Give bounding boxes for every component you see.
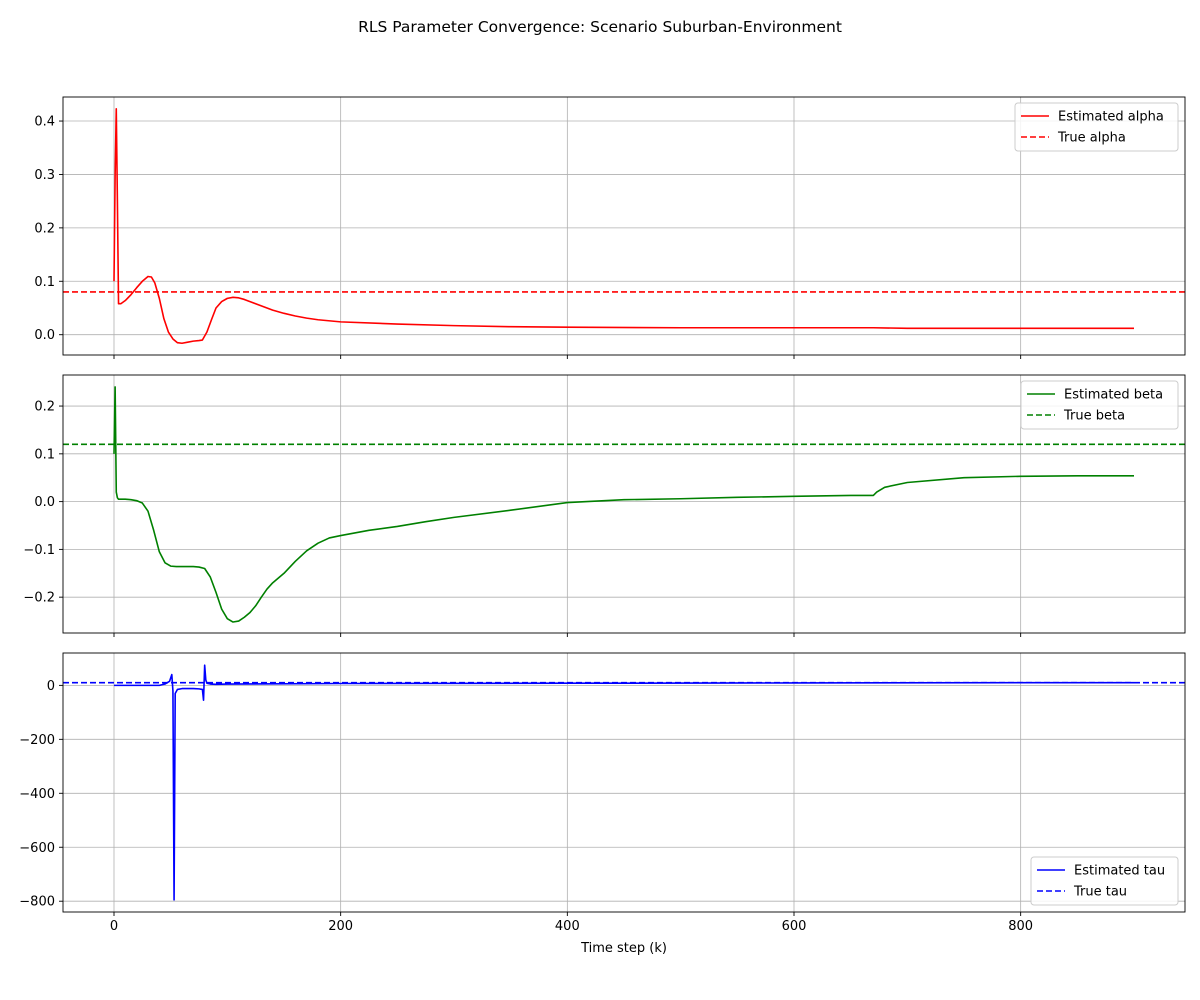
panel-beta: −0.2 −0.1 0.0 0.1 0.2 Estimated beta True beta bbox=[23, 374, 1186, 637]
series-line-estimated-alpha bbox=[113, 107, 1134, 345]
y-tick-label: 0.0 bbox=[34, 328, 55, 343]
x-tick-label: 800 bbox=[1008, 919, 1033, 934]
plot-area-tau bbox=[63, 664, 1185, 901]
y-tick-label: 0.2 bbox=[34, 221, 55, 236]
legend-tau: Estimated tau True tau bbox=[1030, 856, 1179, 906]
legend-entry-label: Estimated beta bbox=[1064, 388, 1163, 403]
series-line-estimated-tau bbox=[114, 664, 1134, 901]
y-tick-label: 0.1 bbox=[34, 275, 55, 290]
y-tick-label: −200 bbox=[19, 733, 55, 748]
y-tick-label: 0.3 bbox=[34, 168, 55, 183]
legend-box bbox=[1030, 856, 1179, 906]
y-tick-label: 0.2 bbox=[34, 400, 55, 415]
x-tick-label: 600 bbox=[782, 919, 807, 934]
legend-entry-label: True beta bbox=[1063, 409, 1125, 424]
y-tick-label: 0.4 bbox=[34, 115, 55, 130]
y-tick-label: −400 bbox=[19, 787, 55, 802]
y-tick-label: −600 bbox=[19, 841, 55, 856]
panel-alpha: 0.0 0.1 0.2 0.3 0.4 Estimated alpha True alpha bbox=[34, 96, 1186, 359]
x-axis-label: Time step (k) bbox=[580, 941, 667, 956]
x-tick-label: 0 bbox=[110, 919, 118, 934]
legend-entry-label: True tau bbox=[1073, 885, 1127, 900]
legend-box bbox=[1014, 102, 1179, 152]
axes-frame bbox=[62, 96, 1186, 356]
x-tick-label: 400 bbox=[555, 919, 580, 934]
plot-area-beta bbox=[63, 386, 1185, 623]
y-tick-label: 0 bbox=[47, 679, 55, 694]
y-tick-label: −0.1 bbox=[23, 543, 55, 558]
figure-title: RLS Parameter Convergence: Scenario Subu… bbox=[358, 18, 842, 36]
y-tick-label: 0.1 bbox=[34, 447, 55, 462]
y-tick-label: −0.2 bbox=[23, 591, 55, 606]
legend-beta: Estimated beta True beta bbox=[1020, 380, 1179, 430]
axes-frame bbox=[62, 374, 1186, 634]
legend-entry-label: Estimated tau bbox=[1074, 864, 1165, 879]
plot-area-alpha bbox=[63, 107, 1185, 345]
series-line-estimated-beta bbox=[113, 386, 1134, 623]
y-tick-label: 0.0 bbox=[34, 495, 55, 510]
legend-entry-label: Estimated alpha bbox=[1058, 110, 1164, 125]
panels: 0.0 0.1 0.2 0.3 0.4 Estimated alpha True alpha… bbox=[19, 96, 1186, 934]
panel-tau: −800 −600 −400 −200 0 0 200 400 600 800 Estimated … bbox=[19, 652, 1186, 934]
legend-entry-label: True alpha bbox=[1057, 131, 1126, 146]
legend-box bbox=[1020, 380, 1179, 430]
axes-frame bbox=[62, 652, 1186, 913]
legend-alpha: Estimated alpha True alpha bbox=[1014, 102, 1179, 152]
x-tick-label: 200 bbox=[328, 919, 353, 934]
y-tick-label: −800 bbox=[19, 895, 55, 910]
